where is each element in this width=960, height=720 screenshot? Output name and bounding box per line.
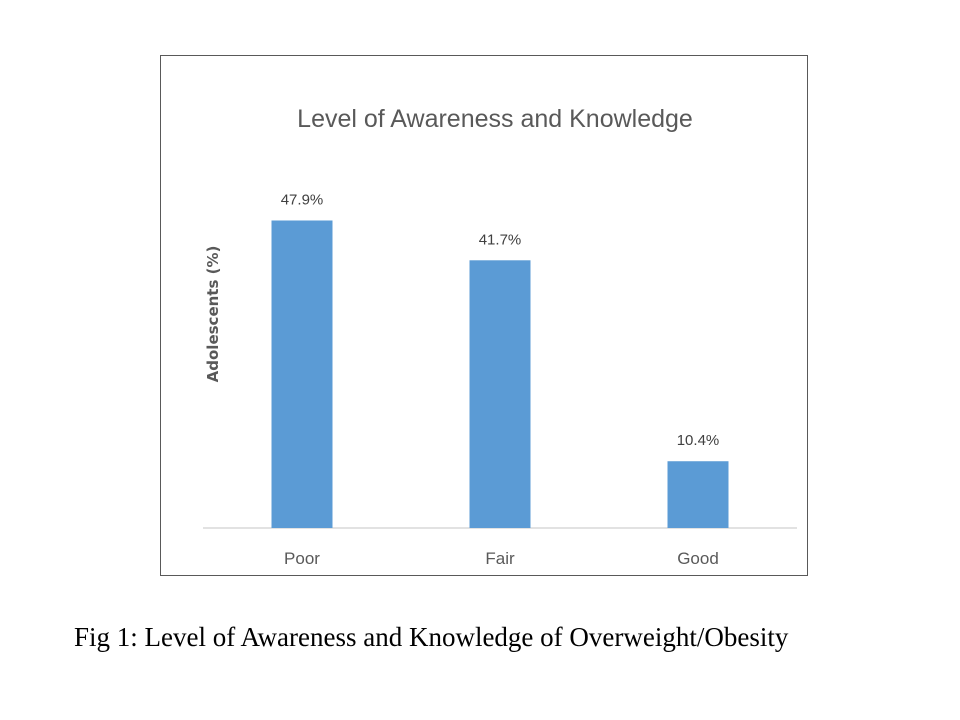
category-label-fair: Fair bbox=[485, 549, 515, 568]
data-label-fair: 41.7% bbox=[479, 231, 522, 248]
bar-good bbox=[667, 461, 729, 528]
data-label-good: 10.4% bbox=[677, 432, 720, 449]
chart-title: Level of Awareness and Knowledge bbox=[297, 105, 693, 133]
category-label-poor: Poor bbox=[284, 549, 320, 568]
category-label-good: Good bbox=[677, 549, 719, 568]
bars-layer: 47.9% Poor 41.7% Fair 10.4% Good bbox=[271, 191, 729, 568]
y-axis-label: Adolescents (%) bbox=[204, 246, 222, 383]
chart-frame: Level of Awareness and Knowledge Adolesc… bbox=[160, 55, 808, 576]
bar-fair bbox=[469, 260, 531, 528]
bar-poor bbox=[271, 220, 333, 528]
data-label-poor: 47.9% bbox=[281, 191, 324, 208]
bar-chart: Level of Awareness and Knowledge Adolesc… bbox=[203, 105, 797, 568]
figure-caption: Fig 1: Level of Awareness and Knowledge … bbox=[74, 622, 789, 652]
